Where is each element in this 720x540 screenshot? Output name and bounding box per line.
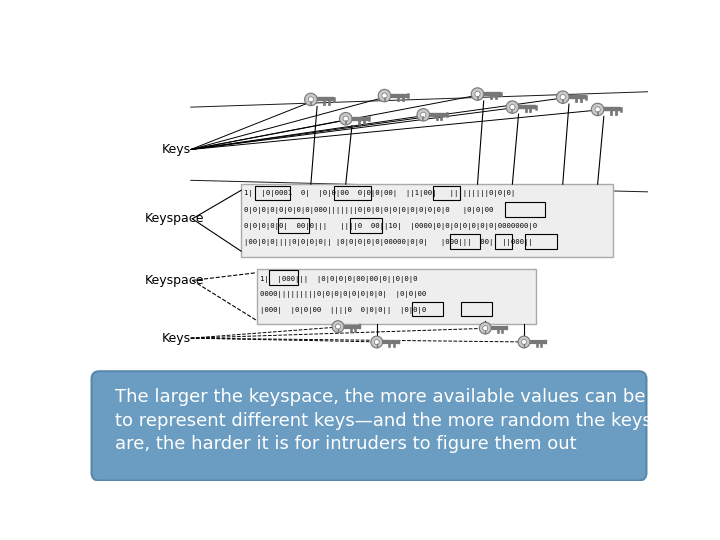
Circle shape xyxy=(595,107,600,112)
Circle shape xyxy=(382,93,387,98)
Circle shape xyxy=(591,103,604,116)
Circle shape xyxy=(482,326,487,330)
Text: 1|  |000|||  |0|0|0|0|00|00|0||0|0|0: 1| |000||| |0|0|0|0|00|00|0||0|0|0 xyxy=(260,275,417,282)
FancyBboxPatch shape xyxy=(91,372,647,481)
Circle shape xyxy=(521,340,526,345)
FancyBboxPatch shape xyxy=(256,269,536,325)
Circle shape xyxy=(471,88,484,100)
Text: Keys: Keys xyxy=(161,332,190,345)
Circle shape xyxy=(308,97,313,102)
Circle shape xyxy=(336,324,341,329)
Circle shape xyxy=(374,340,379,345)
Text: 1|  |0|0001  0|  |0|0|00  0|0|0|00|  ||1|00|   |||||||||0|0|0|: 1| |0|0001 0| |0|0|00 0|0|0|00| ||1|00| … xyxy=(244,191,516,198)
Text: Keys: Keys xyxy=(161,143,190,156)
Circle shape xyxy=(417,109,430,121)
Circle shape xyxy=(560,94,565,100)
Text: Keyspace: Keyspace xyxy=(144,274,204,287)
Circle shape xyxy=(305,93,317,106)
Text: |000|  |0|0|00  ||||0  0|0|0||  |0|0|0: |000| |0|0|00 ||||0 0|0|0|| |0|0|0 xyxy=(260,307,426,314)
Text: |00|0|0||||0|0|0|0|| |0|0|0|0|0|00000|0|0|   |000|||  00|  ||000||: |00|0|0||||0|0|0|0|| |0|0|0|0|0|00000|0|… xyxy=(244,239,533,246)
Circle shape xyxy=(332,321,344,333)
Circle shape xyxy=(518,336,530,348)
Text: Keyspace: Keyspace xyxy=(144,212,204,225)
Circle shape xyxy=(506,101,518,113)
Circle shape xyxy=(475,91,480,97)
Text: are, the harder it is for intruders to figure them out: are, the harder it is for intruders to f… xyxy=(114,435,577,453)
Circle shape xyxy=(557,91,569,103)
Circle shape xyxy=(510,105,515,110)
Circle shape xyxy=(371,336,382,348)
FancyBboxPatch shape xyxy=(241,184,613,257)
Circle shape xyxy=(480,322,491,334)
Text: to represent different keys—and the more random the keys: to represent different keys—and the more… xyxy=(114,411,652,429)
Circle shape xyxy=(420,112,426,118)
Circle shape xyxy=(339,112,352,125)
Circle shape xyxy=(343,116,348,122)
Circle shape xyxy=(378,89,391,102)
Text: The larger the keyspace, the more available values can be used: The larger the keyspace, the more availa… xyxy=(114,388,694,407)
Text: 0|0|0|0|0|  00|0|||   ||||0  00||10|  |0000|0|0|0|0|0|0|0|0000000|0: 0|0|0|0|0| 00|0||| ||||0 00||10| |0000|0… xyxy=(244,223,537,230)
Text: 0|0|0|0|0|0|0|0|000|||||||0|0|0|0|0|0|0|0|0|0|0   |0|0|00: 0|0|0|0|0|0|0|0|000|||||||0|0|0|0|0|0|0|… xyxy=(244,207,494,214)
Text: 0000|||||||||0|0|0|0|0|0|0|0|  |0|0|00: 0000|||||||||0|0|0|0|0|0|0|0| |0|0|00 xyxy=(260,292,426,299)
